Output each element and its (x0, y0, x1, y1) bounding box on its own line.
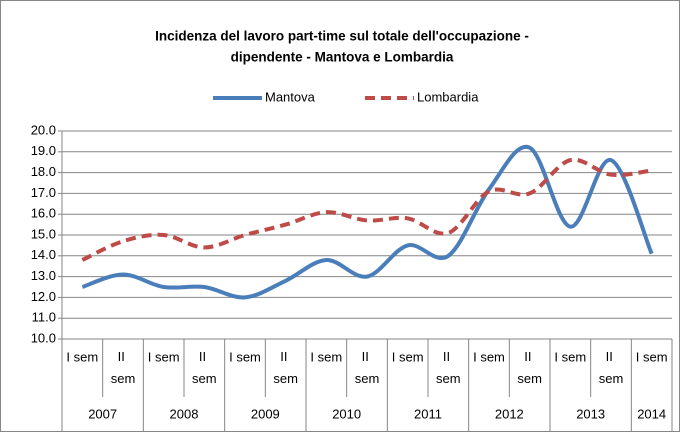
y-tick-label: 14.0 (31, 247, 56, 262)
x-tick-label: I sem (310, 349, 342, 364)
year-label: 2009 (251, 406, 280, 421)
legend-label: Lombardia (417, 89, 479, 104)
year-label: 2007 (88, 406, 117, 421)
x-tick-label: II sem (517, 349, 542, 386)
chart-title: Incidenza del lavoro part-time sul total… (155, 29, 529, 44)
year-label: 2012 (495, 406, 524, 421)
y-tick-label: 18.0 (31, 164, 56, 179)
y-tick-label: 15.0 (31, 226, 56, 241)
y-tick-label: 19.0 (31, 143, 56, 158)
x-tick-label: I sem (392, 349, 424, 364)
y-tick-label: 16.0 (31, 206, 56, 221)
y-tick-label: 17.0 (31, 185, 56, 200)
x-tick-label: I sem (229, 349, 261, 364)
x-tick-label: II sem (436, 349, 461, 386)
year-label: 2013 (576, 406, 605, 421)
year-label: 2008 (170, 406, 199, 421)
legend-label: Mantova (265, 89, 316, 104)
x-tick-label: I sem (554, 349, 586, 364)
y-tick-label: 10.0 (31, 330, 56, 345)
x-tick-label: I sem (66, 349, 98, 364)
year-label: 2010 (332, 406, 361, 421)
y-tick-label: 12.0 (31, 289, 56, 304)
x-tick-label: II sem (355, 349, 380, 386)
x-tick-label: II sem (111, 349, 136, 386)
x-tick-label: I sem (148, 349, 180, 364)
line-series (81, 144, 654, 300)
year-label: 2011 (414, 406, 442, 421)
chart-title: dipendente - Mantova e Lombardia (231, 50, 454, 65)
y-tick-label: 11.0 (32, 310, 56, 325)
y-tick-label: 13.0 (31, 268, 56, 283)
y-tick-label: 20.0 (31, 122, 56, 137)
x-tick-label: II sem (273, 349, 298, 386)
x-tick-label: II sem (599, 349, 624, 386)
x-tick-label: I sem (473, 349, 505, 364)
line-series (81, 157, 652, 262)
year-label: 2014 (637, 406, 666, 421)
x-tick-label: I sem (636, 349, 668, 364)
x-tick-label: II sem (192, 349, 217, 386)
